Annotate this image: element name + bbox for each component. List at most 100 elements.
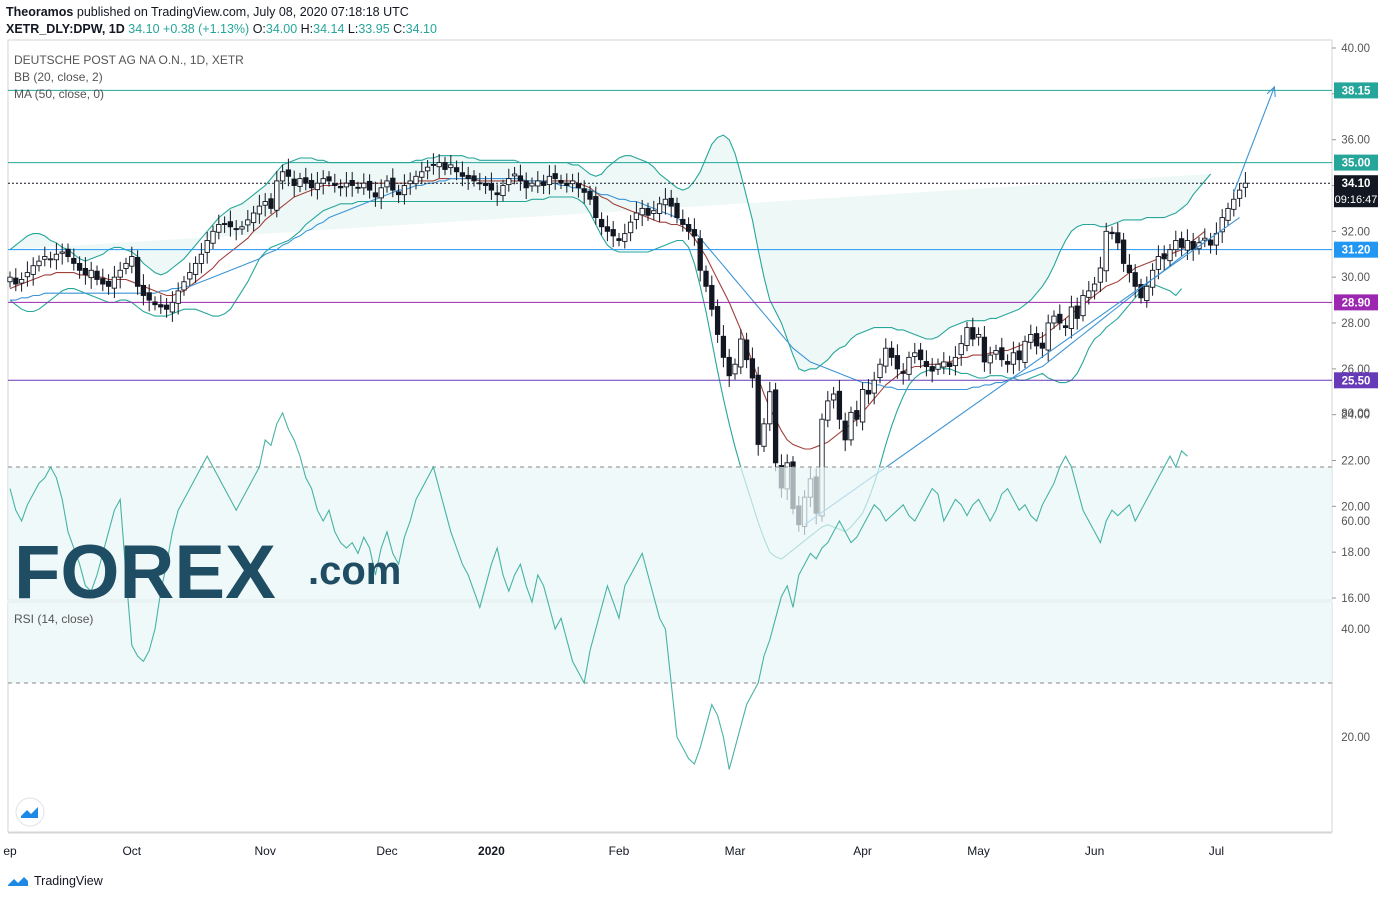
candle[interactable] <box>1190 232 1196 261</box>
candle[interactable] <box>291 170 297 197</box>
candle[interactable] <box>738 329 744 375</box>
candle[interactable] <box>163 298 170 318</box>
candle[interactable] <box>732 358 738 380</box>
candle[interactable] <box>314 171 321 200</box>
candle[interactable] <box>198 243 205 274</box>
candle[interactable] <box>134 250 141 295</box>
candle[interactable] <box>929 358 935 383</box>
candle[interactable] <box>726 348 732 387</box>
candle[interactable] <box>604 215 611 242</box>
candle[interactable] <box>685 217 692 240</box>
candle[interactable] <box>975 327 982 346</box>
candle[interactable] <box>709 275 715 317</box>
candle[interactable] <box>239 221 245 235</box>
candle[interactable] <box>645 202 651 222</box>
candle[interactable] <box>749 347 756 388</box>
candle[interactable] <box>952 346 959 376</box>
rsi-pane[interactable] <box>8 411 1332 827</box>
candle[interactable] <box>494 184 500 206</box>
candle[interactable] <box>459 161 466 187</box>
candle[interactable] <box>720 325 727 368</box>
candle[interactable] <box>378 179 384 210</box>
candle[interactable] <box>384 175 390 193</box>
candle[interactable] <box>1236 182 1243 207</box>
chart-tools-icon[interactable] <box>15 797 45 827</box>
candle[interactable] <box>123 257 129 275</box>
candle[interactable] <box>337 179 344 197</box>
candle[interactable] <box>1080 289 1086 322</box>
candle[interactable] <box>970 317 976 347</box>
candle[interactable] <box>355 181 361 194</box>
candle[interactable] <box>187 262 193 287</box>
candle[interactable] <box>30 257 36 286</box>
candle[interactable] <box>1120 232 1127 272</box>
candle[interactable] <box>1138 278 1144 304</box>
rsi-legend[interactable]: RSI (14, close) <box>14 612 94 626</box>
candle[interactable] <box>1057 304 1063 331</box>
candle[interactable] <box>1033 326 1040 355</box>
candle[interactable] <box>912 342 918 364</box>
candle[interactable] <box>761 418 767 453</box>
candle[interactable] <box>633 201 640 230</box>
candle[interactable] <box>871 371 877 405</box>
footer-brand[interactable]: TradingView <box>34 874 103 888</box>
candle[interactable] <box>71 248 77 271</box>
candle[interactable] <box>639 199 645 227</box>
candle[interactable] <box>268 193 274 215</box>
candle[interactable] <box>506 168 512 192</box>
candle[interactable] <box>906 351 912 381</box>
candle[interactable] <box>946 355 953 376</box>
candle[interactable] <box>900 363 906 385</box>
candle[interactable] <box>552 165 558 190</box>
candle[interactable] <box>1242 171 1249 198</box>
level-badge-4[interactable] <box>1334 372 1378 389</box>
candle[interactable] <box>1051 310 1057 329</box>
candle[interactable] <box>680 209 686 232</box>
candle[interactable] <box>36 255 42 272</box>
candle[interactable] <box>100 268 106 292</box>
candle[interactable] <box>349 171 355 197</box>
candle[interactable] <box>245 210 251 233</box>
candle[interactable] <box>941 352 947 375</box>
candle[interactable] <box>361 173 367 195</box>
candle[interactable] <box>297 172 303 193</box>
candle[interactable] <box>82 257 89 285</box>
candle[interactable] <box>564 173 570 193</box>
candle[interactable] <box>413 170 419 190</box>
candle[interactable] <box>59 243 65 265</box>
candle[interactable] <box>830 386 837 409</box>
level-badge-2[interactable] <box>1334 241 1378 258</box>
candle[interactable] <box>343 171 350 197</box>
candle[interactable] <box>424 160 431 180</box>
candle[interactable] <box>256 194 263 224</box>
candle[interactable] <box>865 379 872 404</box>
candle[interactable] <box>152 296 158 311</box>
candle[interactable] <box>13 268 19 292</box>
candle[interactable] <box>877 358 883 384</box>
level-badge-1[interactable] <box>1334 154 1378 171</box>
candle[interactable] <box>767 381 773 431</box>
candle[interactable] <box>993 344 999 360</box>
candle[interactable] <box>42 246 48 267</box>
candle[interactable] <box>1219 209 1225 244</box>
candle[interactable] <box>227 210 234 237</box>
candle[interactable] <box>448 155 454 175</box>
rsi-line[interactable] <box>9 411 1188 770</box>
level-badge-3[interactable] <box>1334 294 1378 311</box>
candle[interactable] <box>308 173 315 197</box>
candle[interactable] <box>714 299 721 343</box>
candle[interactable] <box>697 230 703 282</box>
candle[interactable] <box>1178 231 1185 256</box>
candle[interactable] <box>204 232 210 264</box>
candle[interactable] <box>964 321 970 352</box>
candle[interactable] <box>935 358 941 376</box>
candle[interactable] <box>105 274 112 295</box>
candle[interactable] <box>88 261 94 289</box>
candle[interactable] <box>1016 342 1022 371</box>
candle[interactable] <box>471 170 477 187</box>
candle[interactable] <box>958 335 964 366</box>
axes[interactable]: 16.0018.0020.0022.0024.0026.0028.0030.00… <box>3 43 1378 858</box>
candle[interactable] <box>1097 256 1104 293</box>
candle[interactable] <box>262 193 268 217</box>
candle[interactable] <box>772 382 779 472</box>
